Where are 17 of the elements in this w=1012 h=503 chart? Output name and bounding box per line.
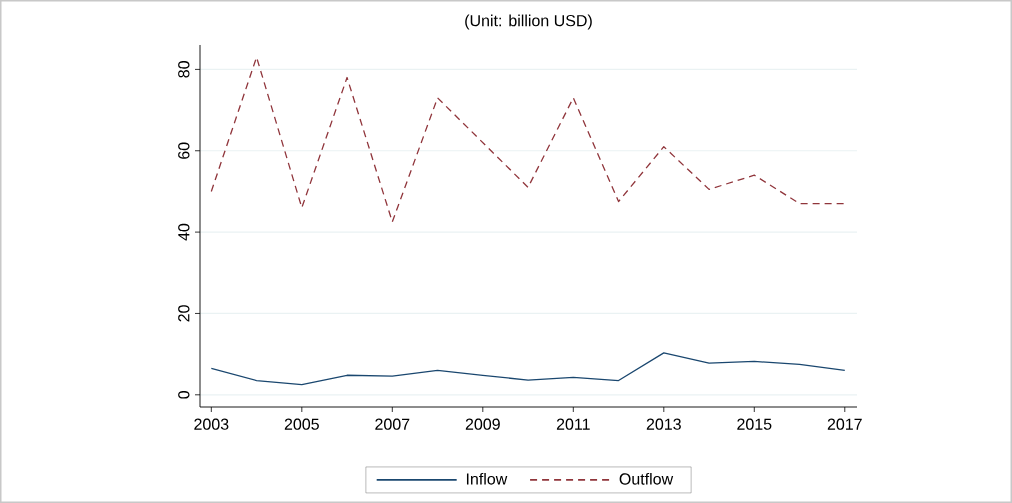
x-tick-label: 2015 xyxy=(737,418,772,430)
chart-title: (Unit: billion USD) xyxy=(465,14,592,30)
y-tick-label: 60 xyxy=(178,142,190,159)
x-tick-label: 2003 xyxy=(194,418,229,430)
x-tick-label: 2009 xyxy=(465,418,500,430)
x-tick-label: 2005 xyxy=(284,418,319,430)
legend-label: Inflow xyxy=(466,472,508,485)
y-tick-label: 80 xyxy=(178,61,190,78)
line-series xyxy=(210,352,846,386)
y-tick-label: 0 xyxy=(178,390,190,399)
y-tick-label: 40 xyxy=(178,223,190,241)
x-tick-label: 2011 xyxy=(556,418,590,430)
x-tick-label: 2013 xyxy=(646,418,681,430)
legend-label: Outflow xyxy=(619,472,674,485)
x-tick-label: 2007 xyxy=(375,418,410,430)
y-tick-label: 20 xyxy=(178,305,190,322)
x-tick-label: 2017 xyxy=(827,418,862,430)
